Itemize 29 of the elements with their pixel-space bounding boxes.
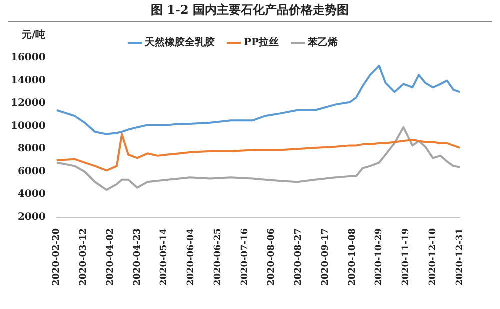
x-tick-label: 2020-06-25 (213, 228, 224, 286)
x-tick-label: 2020-12-31 (455, 228, 466, 286)
x-tick-label: 2020-09-17 (320, 228, 331, 286)
x-tick-label: 2020-04-02 (106, 228, 116, 286)
x-tick-label: 2020-06-04 (186, 228, 197, 286)
y-tick-label: 6000 (18, 166, 46, 178)
y-tick-label: 8000 (18, 144, 46, 155)
y-tick-label: 10000 (10, 120, 46, 132)
x-tick-label: 2020-07-16 (240, 228, 250, 286)
x-tick-label: 2020-04-23 (132, 228, 143, 286)
x-tick-label: 2020-10-29 (374, 228, 385, 286)
y-tick-label: 12000 (10, 98, 46, 110)
y-axis-title: 元/吨 (22, 28, 46, 42)
legend-label: 天然橡胶全乳胶 (144, 36, 215, 49)
x-tick-label: 2020-11-19 (402, 228, 412, 286)
x-tick-label: 2020-02-20 (52, 228, 62, 286)
x-tick-label: 2020-08-06 (267, 228, 278, 286)
legend-label: 苯乙烯 (307, 36, 338, 49)
y-tick-label: 2000 (18, 212, 46, 224)
legend-label: PP拉丝 (244, 36, 280, 49)
chart-title: 图 1-2 国内主要石化产品价格走势图 (150, 2, 350, 19)
y-tick-label: 16000 (10, 52, 46, 64)
y-tick-label: 14000 (10, 75, 46, 86)
x-tick-label: 2020-08-27 (294, 228, 304, 286)
x-tick-label: 2020-03-12 (79, 228, 90, 286)
x-tick-label: 2020-10-08 (348, 228, 358, 286)
x-tick-label: 2020-05-14 (160, 228, 170, 286)
y-tick-label: 4000 (18, 189, 46, 200)
x-tick-label: 2020-12-10 (428, 228, 438, 286)
